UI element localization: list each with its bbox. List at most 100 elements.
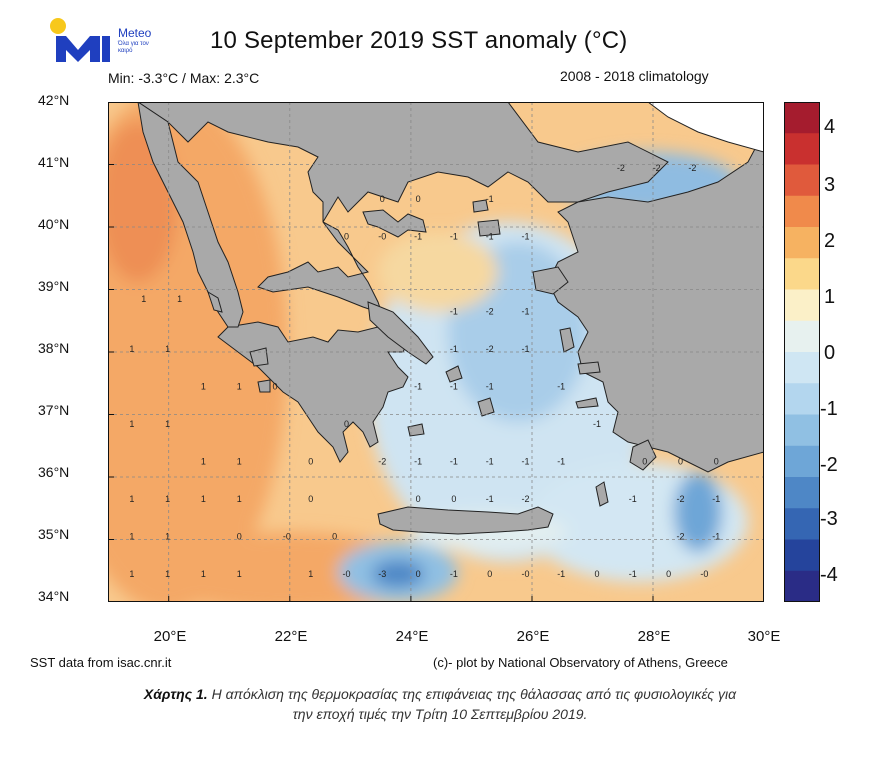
lat-label: 40°N <box>38 216 70 232</box>
lat-label: 36°N <box>38 464 70 480</box>
anomaly-value-label: 1 <box>165 494 170 504</box>
data-source: SST data from isac.cnr.it <box>30 655 172 670</box>
colorbar-swatch <box>784 383 820 415</box>
anomaly-value-label: 1 <box>201 494 206 504</box>
colorbar-swatch <box>784 508 820 540</box>
anomaly-value-label: -1 <box>414 232 422 242</box>
anomaly-value-label: 0 <box>666 569 671 579</box>
anomaly-value-label: 1 <box>201 569 206 579</box>
land-rhodes <box>629 439 657 471</box>
lat-label: 34°N <box>38 588 70 604</box>
anomaly-value-label: -1 <box>450 232 458 242</box>
anomaly-value-label: -2 <box>486 307 494 317</box>
anomaly-value-label: -1 <box>629 569 637 579</box>
lat-label: 41°N <box>38 154 70 170</box>
land-lesvos <box>532 266 569 295</box>
anomaly-value-label: -2 <box>653 163 661 173</box>
logo-sun-icon <box>50 18 66 34</box>
anomaly-value-label: -1 <box>450 457 458 467</box>
lat-label: 35°N <box>38 526 70 542</box>
anomaly-value-label: 1 <box>165 344 170 354</box>
colorbar-label: 1 <box>824 286 836 308</box>
lon-label: 22°E <box>274 628 308 645</box>
anomaly-value-label: -1 <box>486 232 494 242</box>
anomaly-value-label: -2 <box>676 494 684 504</box>
land-thasos <box>472 199 489 213</box>
anomaly-value-label: 1 <box>201 382 206 392</box>
anomaly-value-label: 0 <box>344 419 349 429</box>
colorbar-label: 2 <box>824 230 836 252</box>
anomaly-value-label: 0 <box>380 194 385 204</box>
anomaly-value-label: -2 <box>486 344 494 354</box>
colorbar-swatch <box>784 539 820 572</box>
anomaly-value-label: 1 <box>237 569 242 579</box>
anomaly-value-label: -0 <box>342 569 350 579</box>
colorbar-swatch <box>784 289 820 322</box>
anomaly-value-label: -1 <box>521 344 529 354</box>
colorbar-swatch <box>784 195 820 228</box>
anomaly-value-label: 0 <box>237 532 242 542</box>
anomaly-values: 1 1 1 1 1 1 0 1 1 1 1 1 1 1 1 0 1 1 0 -0 0 1 1 1 1 1 -0 -3 0 -1 0 -0 -1 0… <box>129 163 720 579</box>
anomaly-value-label: -1 <box>486 457 494 467</box>
land-albania <box>137 102 244 328</box>
anomaly-value-label: -1 <box>450 307 458 317</box>
anomaly-value-label: -1 <box>521 457 529 467</box>
lat-label: 38°N <box>38 340 70 356</box>
tick-marks <box>108 164 654 602</box>
anomaly-value-label: 0 <box>416 494 421 504</box>
lon-label: 24°E <box>395 628 429 645</box>
anomaly-value-label: 0 <box>344 232 349 242</box>
logo-subtitle: Όλα για τον καιρό <box>118 41 149 54</box>
anomaly-value-label: -0 <box>521 569 529 579</box>
colorbar-swatch <box>784 227 820 259</box>
land-kefalonia <box>249 347 269 367</box>
land-balkans <box>128 102 669 463</box>
anomaly-value-label: 1 <box>141 294 146 304</box>
anomaly-value-label: 0 <box>416 194 421 204</box>
anomaly-value-label: 1 <box>308 569 313 579</box>
land-crete <box>377 506 554 535</box>
anomaly-value-label: -1 <box>712 532 720 542</box>
anomaly-value-label: 1 <box>237 457 242 467</box>
plot-credit: (c)- plot by National Observatory of Ath… <box>433 655 728 670</box>
logo-text: Meteo <box>118 26 152 40</box>
anomaly-value-label: 1 <box>237 382 242 392</box>
colorbar-swatches <box>784 102 820 602</box>
anomaly-value-label: -2 <box>688 163 696 173</box>
colorbar-frame <box>784 102 820 602</box>
colorbar-swatch <box>784 352 820 384</box>
land-cyclades-milos <box>407 423 425 437</box>
anomaly-value-label: -1 <box>450 344 458 354</box>
logo-m-mark <box>56 36 100 62</box>
colorbar-swatch <box>784 164 820 197</box>
lon-label: 28°E <box>637 628 671 645</box>
anomaly-value-label: -0 <box>700 569 708 579</box>
colorbar-swatch <box>784 102 820 134</box>
anomaly-value-label: -1 <box>712 494 720 504</box>
cool-anomaly-rhodes <box>674 472 722 552</box>
lon-label: 30°E <box>747 628 781 645</box>
anomaly-value-label: 0 <box>451 494 456 504</box>
anomaly-value-label: -2 <box>521 494 529 504</box>
anomaly-value-label: 1 <box>177 294 182 304</box>
land-euboea <box>367 301 434 365</box>
lat-label: 37°N <box>38 402 70 418</box>
anomaly-value-label: 0 <box>308 457 313 467</box>
colorbar-label: 4 <box>824 116 836 138</box>
land-turkey <box>547 131 764 473</box>
anomaly-value-label: -0 <box>378 232 386 242</box>
colorbar-label: -4 <box>820 564 838 586</box>
anomaly-value-label: 0 <box>594 569 599 579</box>
colorbar-swatch <box>784 570 820 602</box>
colorbar-label: -2 <box>820 454 838 476</box>
anomaly-value-label: -1 <box>593 419 601 429</box>
anomaly-value-label: -1 <box>521 232 529 242</box>
anomaly-value-label: -1 <box>629 494 637 504</box>
anomaly-value-label: -1 <box>414 382 422 392</box>
black-sea-mask <box>647 102 764 153</box>
anomaly-value-label: 1 <box>129 494 134 504</box>
lon-label: 20°E <box>153 628 187 645</box>
anomaly-value-label: 0 <box>272 382 277 392</box>
anomaly-value-label: -1 <box>450 569 458 579</box>
caption-bold: Χάρτης 1. <box>143 686 208 702</box>
